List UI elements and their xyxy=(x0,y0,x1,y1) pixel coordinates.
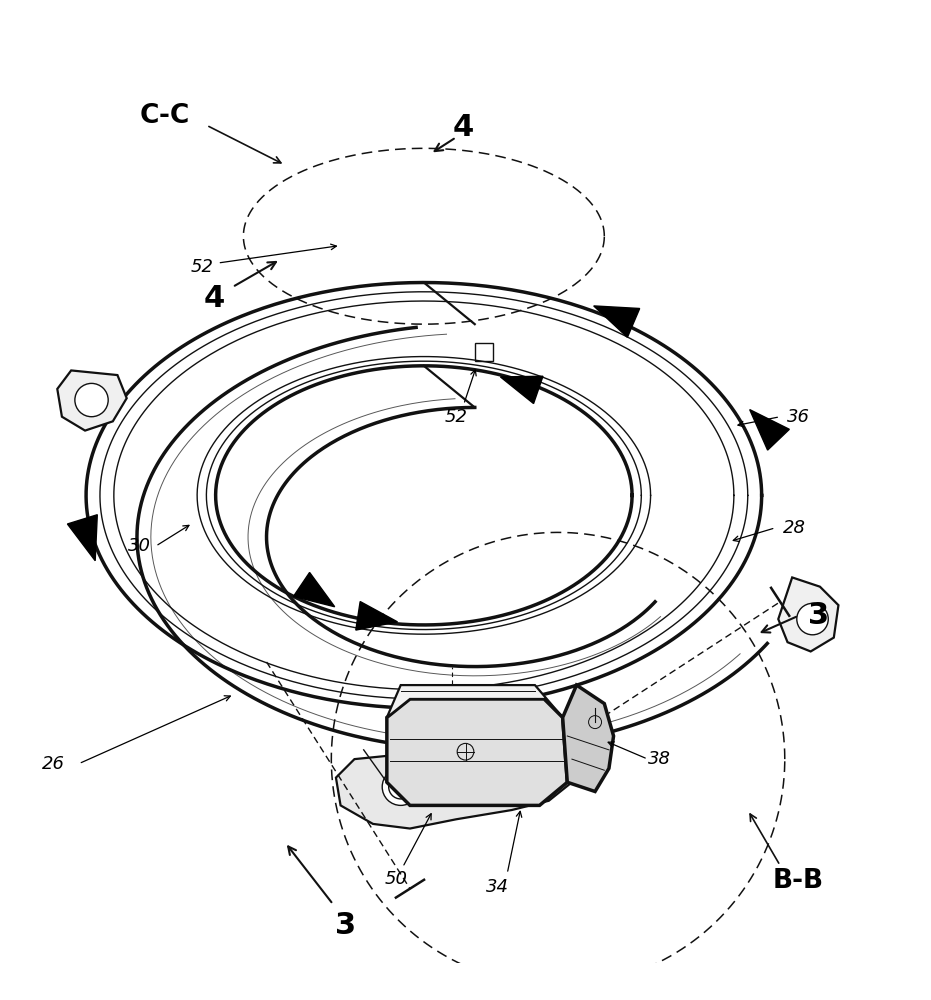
Circle shape xyxy=(447,768,484,805)
Text: 26: 26 xyxy=(42,755,65,773)
Polygon shape xyxy=(778,577,839,651)
Polygon shape xyxy=(293,572,335,607)
Text: 52: 52 xyxy=(445,408,467,426)
Polygon shape xyxy=(594,306,640,337)
Bar xyxy=(475,343,493,361)
Polygon shape xyxy=(356,602,398,630)
Circle shape xyxy=(74,383,108,417)
Polygon shape xyxy=(58,370,127,431)
Circle shape xyxy=(383,768,419,805)
Text: B-B: B-B xyxy=(773,868,824,894)
Text: 30: 30 xyxy=(128,537,151,555)
Polygon shape xyxy=(501,376,543,404)
Circle shape xyxy=(797,603,829,635)
Text: 50: 50 xyxy=(385,870,408,888)
Text: C-C: C-C xyxy=(140,103,190,129)
Text: 52: 52 xyxy=(190,258,213,276)
Text: 3: 3 xyxy=(808,601,830,630)
Text: 4: 4 xyxy=(203,284,224,313)
Text: 4: 4 xyxy=(453,113,474,142)
Polygon shape xyxy=(562,685,614,792)
Text: 34: 34 xyxy=(486,878,509,896)
Polygon shape xyxy=(67,515,98,561)
Circle shape xyxy=(507,764,544,801)
Circle shape xyxy=(388,775,412,799)
Polygon shape xyxy=(439,697,482,729)
Text: 3: 3 xyxy=(334,911,356,940)
Polygon shape xyxy=(387,685,562,717)
Text: 38: 38 xyxy=(648,750,671,768)
Polygon shape xyxy=(749,410,789,450)
Polygon shape xyxy=(336,745,572,829)
Text: 36: 36 xyxy=(787,408,810,426)
Polygon shape xyxy=(387,699,567,805)
Text: 28: 28 xyxy=(783,519,805,537)
